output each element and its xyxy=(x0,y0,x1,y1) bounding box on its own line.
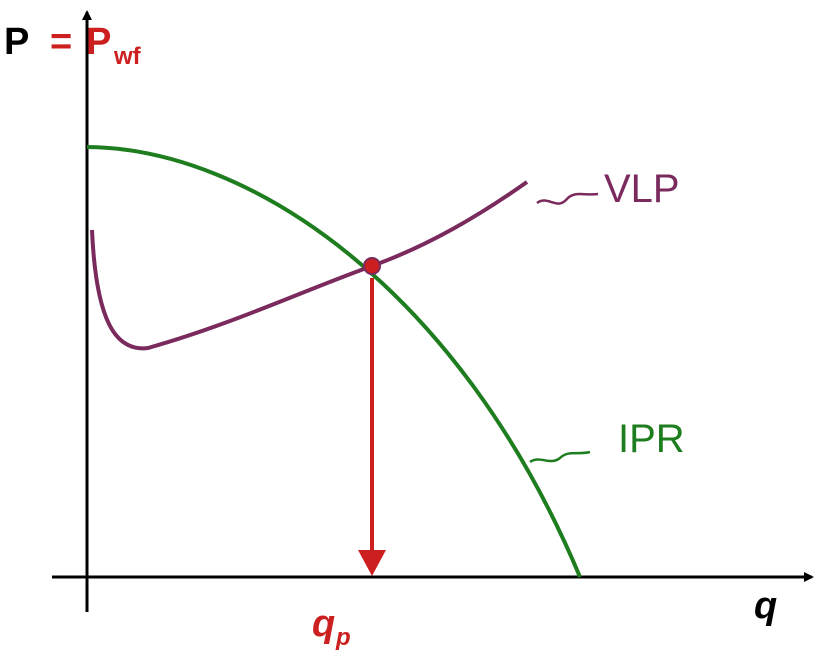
operating-rate-subscript: p xyxy=(335,624,351,651)
ipr-label: IPR xyxy=(618,417,685,461)
y-label-subscript: wf xyxy=(113,43,142,70)
operating-point xyxy=(363,257,381,275)
y-label-main: P xyxy=(86,21,111,63)
x-label: q xyxy=(754,585,777,627)
ipr-curve xyxy=(86,145,582,578)
y-label-symbol: P xyxy=(4,21,29,63)
vlp-curve xyxy=(90,180,529,351)
operating-rate-symbol: q xyxy=(312,603,335,645)
arrow-head xyxy=(358,550,386,576)
ipr-connector xyxy=(529,450,591,464)
vlp-label: VLP xyxy=(604,167,680,211)
y-label-equals: = xyxy=(50,21,72,63)
vlp-connector xyxy=(536,192,599,205)
